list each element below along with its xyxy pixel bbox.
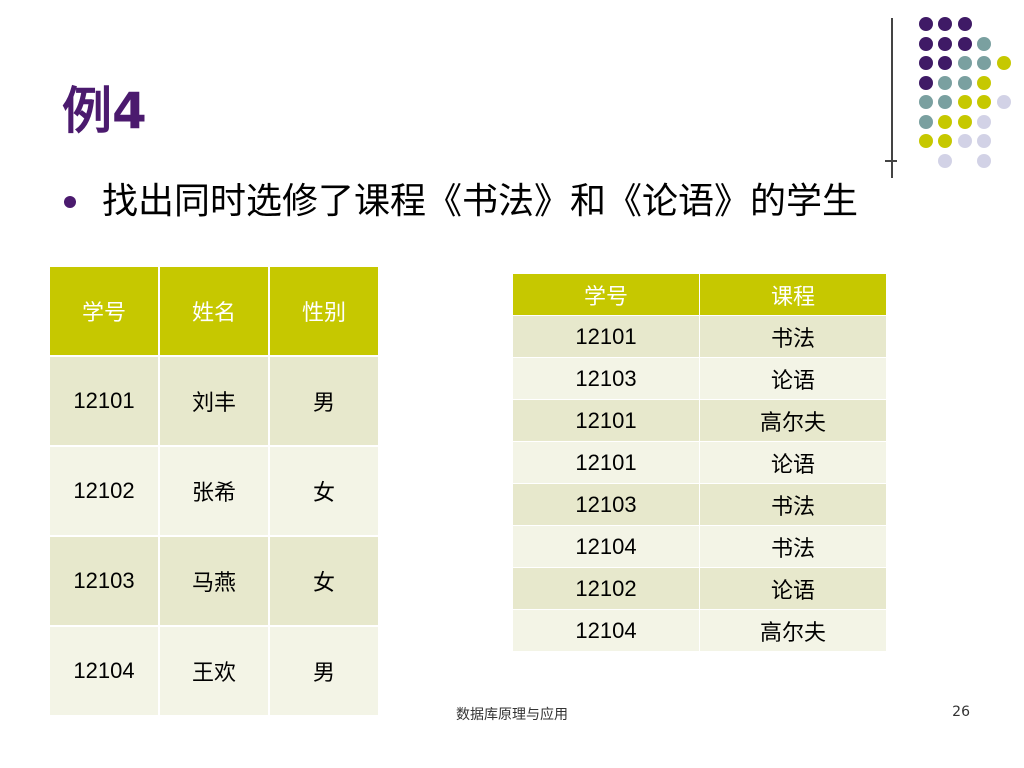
table-row: 12101 书法	[512, 315, 887, 358]
table-cell: 高尔夫	[699, 399, 887, 442]
slide-title: 例4	[62, 82, 147, 140]
table-cell: 女	[268, 445, 380, 537]
decor-dot	[918, 134, 933, 148]
table-cell: 书法	[699, 525, 887, 568]
table-cell: 论语	[699, 357, 887, 400]
table-row: 12102 张希 女	[48, 445, 380, 537]
table-cell: 书法	[699, 483, 887, 526]
decor-dot	[938, 114, 952, 129]
table-cell: 王欢	[158, 625, 270, 717]
decor-dot	[996, 56, 1011, 70]
decor-dot	[977, 134, 991, 148]
decor-dot	[918, 36, 933, 51]
decor-dot	[918, 75, 933, 90]
decor-dot	[938, 153, 952, 168]
bullet-dot-icon	[64, 196, 76, 208]
table-cell: 女	[268, 535, 380, 627]
table-cell: 马燕	[158, 535, 270, 627]
decor-dot	[938, 75, 952, 90]
decor-dot	[918, 95, 933, 109]
table-row: 12103 论语	[512, 357, 887, 400]
table-row: 12102 论语	[512, 567, 887, 610]
decor-dot	[977, 75, 991, 90]
table-cell: 12103	[512, 483, 700, 526]
decor-dot	[957, 134, 972, 148]
decor-dot	[977, 56, 991, 70]
table-row: 12103 书法	[512, 483, 887, 526]
table-cell: 12102	[512, 567, 700, 610]
table-cell: 12101	[512, 315, 700, 358]
decor-dot	[957, 17, 972, 31]
table-cell: 12104	[48, 625, 160, 717]
table-row: 12101 高尔夫	[512, 399, 887, 442]
decor-dot	[977, 95, 991, 109]
header-cell: 学号	[512, 273, 700, 316]
decor-dot	[938, 17, 952, 31]
page-number: 26	[952, 704, 970, 720]
decor-dot	[977, 36, 991, 51]
decor-dot	[918, 17, 933, 31]
table-cell: 书法	[699, 315, 887, 358]
table-cell: 刘丰	[158, 355, 270, 447]
table-header-row: 学号 课程	[512, 273, 887, 316]
table-cell: 男	[268, 625, 380, 717]
table-row: 12104 书法	[512, 525, 887, 568]
decor-dot	[938, 56, 952, 70]
table-cell: 12104	[512, 525, 700, 568]
table-row: 12101 刘丰 男	[48, 355, 380, 447]
decor-dot	[957, 95, 972, 109]
table-cell: 12101	[48, 355, 160, 447]
decor-dot	[957, 56, 972, 70]
table-cell: 12103	[48, 535, 160, 627]
table-cell: 12101	[512, 399, 700, 442]
table-cell: 论语	[699, 441, 887, 484]
table-row: 12104 王欢 男	[48, 625, 380, 717]
table-cell: 12104	[512, 609, 700, 652]
header-cell: 姓名	[158, 265, 270, 357]
divider-tick	[885, 160, 897, 162]
table-cell: 12102	[48, 445, 160, 537]
decor-dot	[938, 36, 952, 51]
footer-text: 数据库原理与应用	[456, 707, 568, 723]
header-cell: 学号	[48, 265, 160, 357]
decor-dot	[957, 75, 972, 90]
table-cell: 张希	[158, 445, 270, 537]
decor-dot	[938, 134, 952, 148]
table-cell: 高尔夫	[699, 609, 887, 652]
decor-dot	[938, 95, 952, 109]
table-row: 12103 马燕 女	[48, 535, 380, 627]
decor-dot	[977, 153, 991, 168]
decor-dot	[918, 56, 933, 70]
decor-dot	[957, 36, 972, 51]
divider-vertical	[891, 18, 893, 178]
decor-dot	[918, 114, 933, 129]
table-row: 12104 高尔夫	[512, 609, 887, 652]
header-cell: 性别	[268, 265, 380, 357]
table-header-row: 学号 姓名 性别	[48, 265, 380, 357]
table-cell: 男	[268, 355, 380, 447]
decor-dot	[977, 114, 991, 129]
bullet-text: 找出同时选修了课程《书法》和《论语》的学生	[102, 181, 859, 222]
decor-dot	[996, 95, 1011, 109]
table-cell: 12103	[512, 357, 700, 400]
course-table: 学号 课程 12101 书法 12103 论语 12101 高尔夫 12101 …	[512, 273, 887, 652]
student-table: 学号 姓名 性别 12101 刘丰 男 12102 张希 女 12103 马燕 …	[48, 265, 380, 717]
header-cell: 课程	[699, 273, 887, 316]
table-row: 12101 论语	[512, 441, 887, 484]
table-cell: 12101	[512, 441, 700, 484]
decor-dot	[957, 114, 972, 129]
table-cell: 论语	[699, 567, 887, 610]
